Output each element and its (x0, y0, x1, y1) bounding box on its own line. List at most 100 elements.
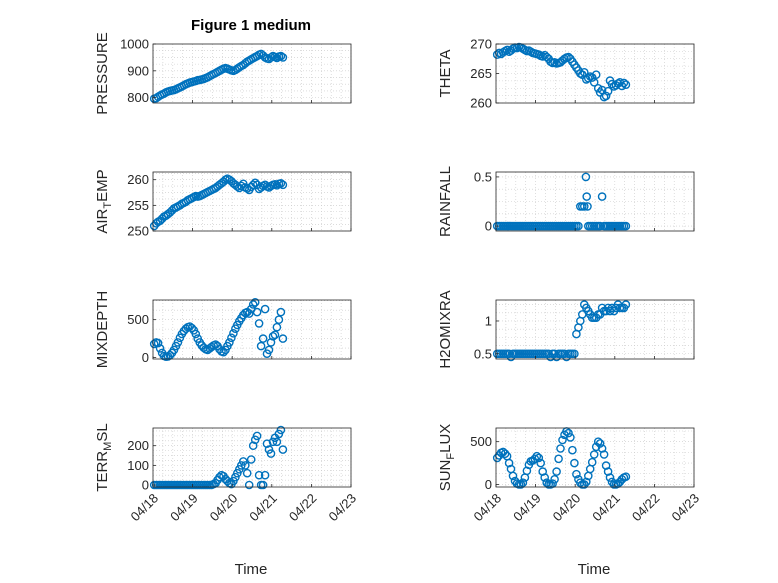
data-point-p8-38 (568, 445, 577, 455)
data-point-p7-45 (238, 457, 248, 466)
data-point-p7-49 (246, 455, 256, 464)
data-point-p2-49 (589, 78, 599, 87)
data-point-p4-46 (582, 192, 592, 201)
data-point-p7-52 (252, 431, 262, 441)
y-tick-label-p1-2: 1000 (120, 37, 149, 52)
data-point-p4-41 (574, 221, 583, 231)
data-point-p8-49 (589, 450, 599, 459)
data-point-p5-35 (219, 347, 228, 357)
data-point-p8-54 (599, 450, 609, 459)
data-point-p8-52 (595, 439, 605, 448)
data-point-p5-12 (173, 338, 183, 347)
data-point-p5-62 (272, 322, 282, 332)
data-point-p8-37 (566, 433, 575, 442)
y-tick-label-p7-1: 100 (127, 458, 149, 473)
x-tick-label-p7-3: 04/21 (246, 491, 280, 525)
y-tick-label-p6-1: 1 (485, 313, 492, 328)
data-point-p5-63 (274, 315, 284, 325)
data-point-p6-65 (621, 300, 631, 309)
data-point-p4-67 (621, 221, 631, 231)
data-point-p4-45 (581, 172, 591, 182)
data-point-p8-25 (542, 478, 552, 488)
data-point-p8-24 (540, 473, 550, 482)
data-point-p8-32 (556, 444, 565, 453)
axes-box-p8 (495, 427, 695, 488)
data-point-p7-58 (264, 445, 274, 454)
data-point-p3-65 (278, 180, 288, 190)
data-point-p4-55 (597, 192, 607, 201)
data-point-p2-64 (619, 78, 629, 88)
data-point-p5-48 (244, 309, 254, 318)
y-tick-label-p3-1: 255 (127, 198, 149, 213)
x-tick-label-p7-0: 04/18 (128, 491, 162, 525)
data-point-p7-41 (231, 472, 240, 482)
data-point-p5-0 (149, 339, 159, 349)
data-point-p5-38 (225, 338, 234, 347)
data-point-p4-54 (595, 221, 605, 231)
y-tick-label-p2-0: 260 (470, 96, 492, 111)
y-tick-label-p5-1: 500 (127, 312, 149, 327)
data-point-p3-47 (242, 184, 252, 193)
x-tick-label-p8-5: 04/23 (669, 491, 703, 525)
data-point-p2-46 (584, 73, 593, 83)
data-point-p5-56 (260, 304, 270, 314)
axes-box-p1 (152, 43, 352, 104)
data-point-p8-40 (572, 469, 581, 479)
data-point-p5-40 (229, 328, 238, 338)
y-tick-label-p7-0: 0 (142, 478, 149, 493)
data-point-p8-47 (585, 464, 595, 474)
y-axis-label-p4: RAINFALL (437, 166, 454, 237)
data-point-p5-53 (254, 319, 264, 328)
x-tick-label-p7-2: 04/20 (207, 491, 241, 525)
data-point-p2-56 (603, 86, 613, 96)
data-point-p8-13 (518, 478, 528, 488)
y-tick-label-p8-0: 0 (485, 477, 492, 492)
data-point-p8-57 (605, 473, 615, 482)
data-point-p5-64 (276, 307, 286, 317)
axes-box-p6 (495, 299, 695, 360)
y-tick-label-p4-1: 0.5 (474, 169, 492, 184)
data-point-p7-47 (242, 468, 252, 478)
data-point-p5-19 (187, 323, 197, 333)
x-tick-label-p7-4: 04/22 (286, 491, 320, 525)
x-tick-label-p7-5: 04/23 (326, 491, 360, 525)
data-point-p8-4 (500, 449, 510, 459)
data-point-p2-65 (621, 80, 631, 89)
data-point-p5-65 (278, 334, 288, 343)
data-point-p5-39 (227, 333, 236, 343)
y-tick-label-p3-2: 260 (127, 172, 149, 187)
y-tick-label-p1-1: 900 (127, 63, 149, 78)
data-point-p8-8 (508, 471, 518, 481)
x-tick-label-p8-0: 04/18 (471, 491, 505, 525)
data-point-p5-54 (256, 341, 266, 351)
data-point-p3-62 (272, 180, 282, 190)
data-point-p8-56 (603, 467, 613, 476)
data-point-p8-20 (532, 451, 542, 461)
data-point-p8-21 (534, 453, 544, 463)
x-tick-label-p8-3: 04/21 (589, 491, 623, 525)
data-point-p5-52 (252, 307, 262, 317)
data-point-p3-64 (276, 178, 286, 188)
y-axis-label-p7: TERRMSL (94, 423, 114, 491)
y-tick-label-p7-2: 200 (127, 438, 149, 453)
data-point-p6-39 (570, 349, 579, 359)
x-axis-label-left: Time (235, 561, 268, 578)
data-point-p7-44 (236, 461, 246, 470)
data-point-p3-50 (248, 180, 258, 190)
y-axis-label-p3: AIRTEMP (94, 169, 114, 233)
data-point-p8-36 (564, 428, 573, 438)
x-tick-label-p7-1: 04/19 (167, 491, 201, 525)
data-point-p5-60 (268, 331, 278, 341)
axes-box-p4 (495, 171, 695, 232)
data-point-p8-30 (552, 467, 561, 476)
figure-title: Figure 1 medium (191, 17, 311, 34)
data-point-p8-29 (550, 474, 559, 484)
data-point-p7-33 (215, 472, 224, 482)
data-point-p8-33 (558, 435, 567, 445)
data-point-p8-6 (504, 458, 514, 468)
data-point-p1-64 (276, 51, 286, 61)
y-tick-label-p6-0: 0.5 (474, 346, 492, 361)
data-point-p8-42 (576, 478, 585, 488)
x-tick-label-p8-1: 04/19 (510, 491, 544, 525)
y-tick-label-p2-1: 265 (470, 66, 492, 81)
